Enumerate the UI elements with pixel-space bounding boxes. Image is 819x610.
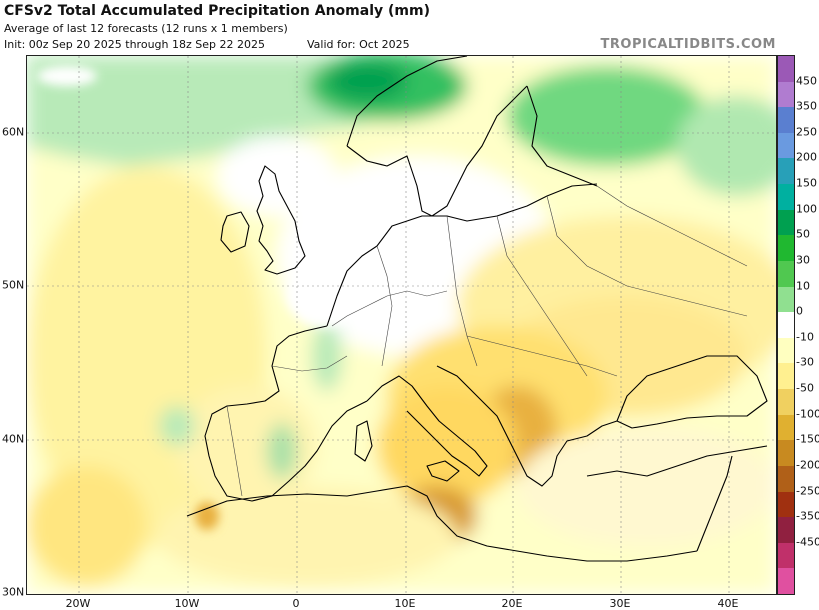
colorbar-label: 250 [796, 125, 817, 139]
colorbar-segment [778, 158, 794, 185]
colorbar-label: 10 [796, 279, 810, 293]
colorbar-label: 30 [796, 253, 810, 267]
colorbar-label: -450 [796, 535, 819, 549]
colorbar-label: 50 [796, 227, 810, 241]
lat-label-40n: 40N [2, 432, 25, 446]
lon-label-40e: 40E [717, 597, 739, 610]
colorbar-segment [778, 465, 794, 492]
colorbar-label: -100 [796, 407, 819, 421]
lat-label-50n: 50N [2, 278, 25, 292]
colorbar-segment [778, 337, 794, 364]
colorbar-segment [778, 440, 794, 467]
map-subtitle: Average of last 12 forecasts (12 runs x … [4, 22, 288, 35]
colorbar-segment [778, 568, 794, 595]
colorbar-segment [778, 260, 794, 288]
colorbar-label: -10 [796, 330, 814, 344]
colorbar-segment [778, 81, 794, 108]
colorbar-segment [778, 517, 794, 544]
colorbar-segment [778, 107, 794, 134]
colorbar-segment [778, 235, 794, 262]
colorbar [777, 55, 795, 595]
colorbar-segment [778, 286, 794, 313]
coastlines [186, 56, 768, 562]
colorbar-label: -350 [796, 509, 819, 523]
colorbar-label: 200 [796, 150, 817, 164]
colorbar-label: 100 [796, 202, 817, 216]
colorbar-label: 150 [796, 176, 817, 190]
lon-label-10e: 10E [394, 597, 416, 610]
colorbar-label: -150 [796, 432, 819, 446]
colorbar-segment [778, 184, 794, 211]
colorbar-label: -200 [796, 458, 819, 472]
colorbar-segment [778, 132, 794, 159]
lon-label-0: 0 [292, 597, 300, 610]
colorbar-label: -250 [796, 484, 819, 498]
lat-label-60n: 60N [2, 125, 25, 139]
lon-label-20w: 20W [65, 597, 91, 610]
anomaly-detail [37, 66, 367, 530]
colorbar-segment [778, 491, 794, 518]
borders [226, 185, 748, 497]
lon-label-30e: 30E [609, 597, 631, 610]
colorbar-segment [778, 389, 794, 416]
colorbar-label: 450 [796, 74, 817, 88]
map-canvas [27, 56, 776, 594]
brand-watermark: TROPICALTIDBITS.COM [600, 37, 776, 52]
lat-label-30n: 30N [2, 585, 25, 599]
precipitation-anomaly-map [26, 55, 777, 595]
map-title: CFSv2 Total Accumulated Precipitation An… [4, 3, 430, 19]
colorbar-label: -30 [796, 355, 814, 369]
colorbar-segment [778, 312, 794, 339]
colorbar-segment [778, 363, 794, 390]
colorbar-label: 0 [796, 304, 803, 318]
colorbar-segment [778, 56, 794, 83]
colorbar-segment [778, 209, 794, 236]
colorbar-label: -50 [796, 381, 814, 395]
lon-label-20e: 20E [501, 597, 523, 610]
valid-time: Valid for: Oct 2025 [307, 38, 410, 51]
init-time: Init: 00z Sep 20 2025 through 18z Sep 22… [4, 38, 265, 51]
lon-label-10w: 10W [174, 597, 200, 610]
colorbar-label: 350 [796, 99, 817, 113]
colorbar-segment [778, 542, 794, 569]
colorbar-segment [778, 414, 794, 441]
anomaly-field [27, 56, 776, 594]
